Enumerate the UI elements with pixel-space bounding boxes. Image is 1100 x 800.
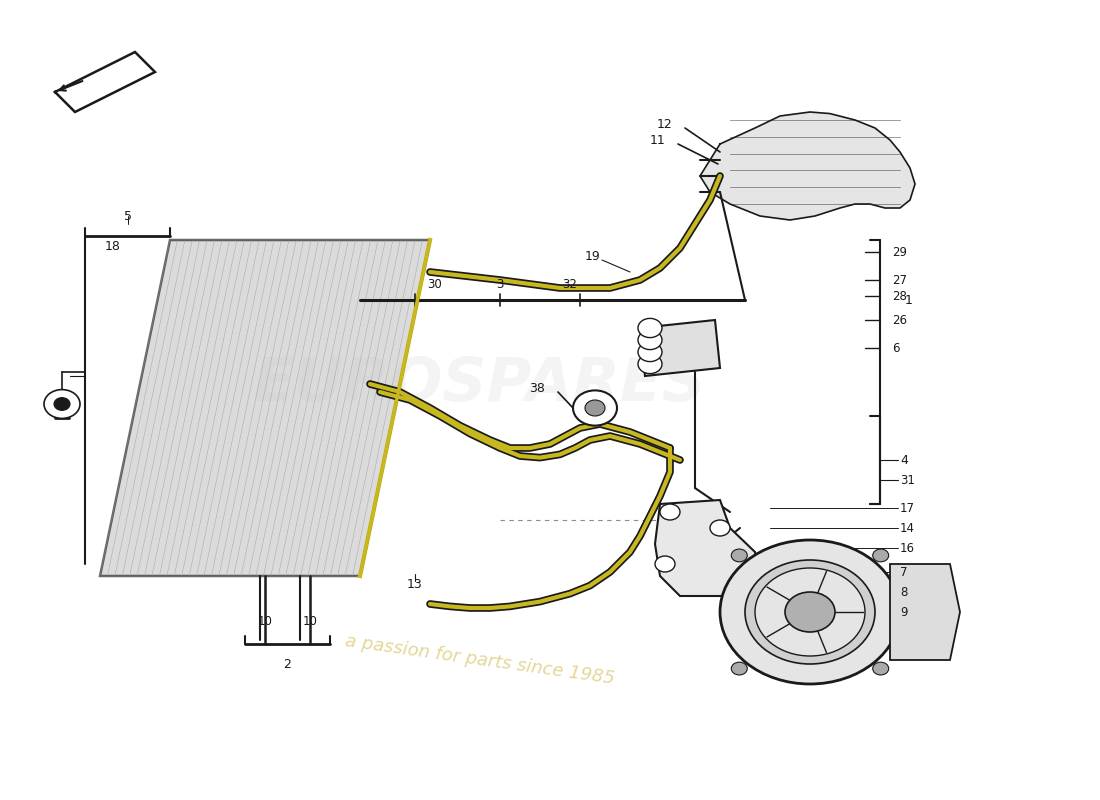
Circle shape [654,556,675,572]
Polygon shape [890,564,960,660]
Circle shape [638,318,662,338]
Circle shape [755,568,865,656]
Circle shape [573,390,617,426]
Text: 32: 32 [562,278,578,290]
Text: 3: 3 [496,278,504,290]
Circle shape [872,662,889,675]
Text: 31: 31 [900,474,915,486]
Circle shape [872,549,889,562]
Circle shape [54,398,70,410]
Text: 28: 28 [892,290,906,302]
Circle shape [785,592,835,632]
Circle shape [585,400,605,416]
Text: 17: 17 [900,502,915,514]
Circle shape [732,549,747,562]
Text: 5: 5 [124,210,132,222]
Circle shape [732,662,747,675]
Circle shape [710,520,730,536]
Text: 7: 7 [900,566,908,578]
Text: 26: 26 [892,314,907,326]
Text: 11: 11 [649,134,666,146]
Text: 27: 27 [892,274,907,286]
Text: 8: 8 [900,586,908,598]
Text: a passion for parts since 1985: a passion for parts since 1985 [344,632,616,688]
Text: 10: 10 [302,615,318,628]
Circle shape [638,330,662,350]
Text: 13: 13 [407,578,422,590]
Circle shape [660,504,680,520]
Text: 9: 9 [900,606,908,618]
Text: 12: 12 [657,118,672,130]
Polygon shape [100,240,430,576]
Text: EUROSPARES: EUROSPARES [253,354,707,414]
Polygon shape [654,500,760,596]
Text: 38: 38 [529,382,544,394]
Text: 29: 29 [892,246,907,258]
Polygon shape [640,320,720,376]
Text: 30: 30 [428,278,442,290]
Text: 14: 14 [900,522,915,534]
Text: 19: 19 [584,250,600,262]
Text: 16: 16 [900,542,915,554]
Text: 18: 18 [104,240,121,253]
Circle shape [638,354,662,374]
Text: 6: 6 [892,342,900,354]
Text: 4: 4 [900,454,908,466]
Circle shape [720,540,900,684]
Circle shape [745,560,874,664]
Polygon shape [700,112,915,220]
Circle shape [638,342,662,362]
Text: 10: 10 [257,615,273,628]
Circle shape [44,390,80,418]
Text: 2: 2 [283,658,290,670]
Text: 1: 1 [905,294,913,306]
